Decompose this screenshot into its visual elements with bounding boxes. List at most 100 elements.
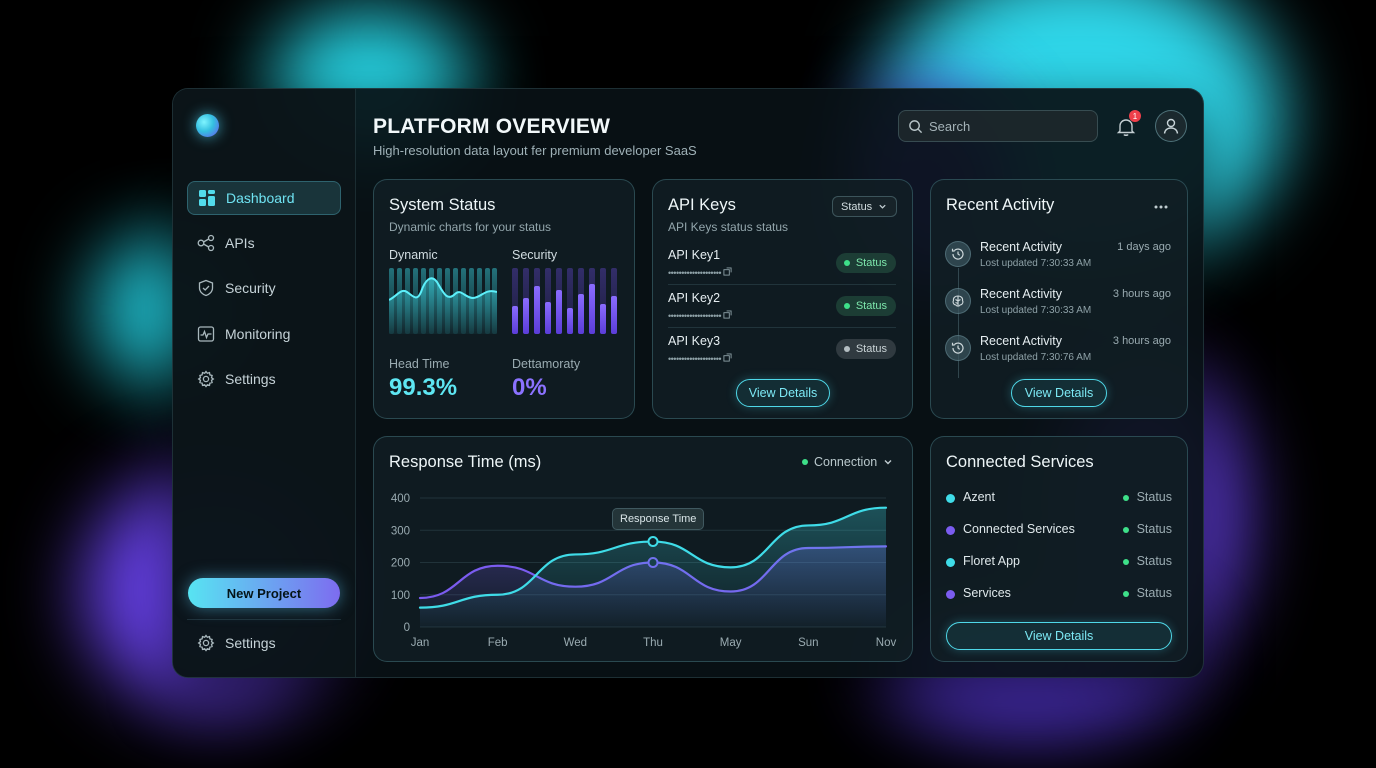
- sidebar-item-label: Security: [225, 280, 276, 296]
- search-icon: [909, 119, 923, 133]
- history-icon: [945, 241, 971, 267]
- service-row[interactable]: Connected Services Status: [946, 522, 1172, 540]
- activity-meta: Lost updated 7:30:33 AM: [980, 305, 1092, 316]
- divider: [668, 327, 896, 328]
- notification-badge: 1: [1129, 110, 1141, 122]
- search-box[interactable]: [898, 110, 1098, 142]
- activity-item[interactable]: Recent Activity 1 days ago Lost updated …: [945, 238, 1171, 278]
- y-tick-label: 200: [391, 558, 410, 570]
- view-details-button[interactable]: View Details: [946, 622, 1172, 650]
- sidebar-item-dashboard[interactable]: Dashboard: [187, 181, 341, 215]
- sidebar-item-monitoring[interactable]: Monitoring: [187, 317, 341, 351]
- api-key-name: API Key2: [668, 291, 721, 305]
- activity-time: 3 hours ago: [1112, 288, 1171, 300]
- service-dot: [946, 558, 955, 567]
- service-name: Azent: [963, 490, 995, 504]
- service-status: Status: [1136, 586, 1172, 600]
- search-input[interactable]: [929, 118, 1079, 134]
- logo[interactable]: [196, 114, 219, 137]
- sidebar-item-bottom-settings[interactable]: Settings: [187, 626, 341, 660]
- page-subtitle: High-resolution data layout fer premium …: [373, 143, 697, 158]
- status-dot: [843, 260, 850, 266]
- copy-link-icon[interactable]: [723, 353, 732, 362]
- api-key-masked: ••••••••••••••••••••: [668, 267, 732, 278]
- api-key-row[interactable]: API Key3 •••••••••••••••••••• Status: [668, 334, 896, 376]
- x-tick-label: Jan: [411, 637, 430, 649]
- view-details-button[interactable]: View Details: [1011, 379, 1107, 407]
- status-dot: [843, 303, 850, 309]
- metric1-label: Head Time: [389, 357, 450, 371]
- activity-title: Recent Activity: [980, 240, 1062, 254]
- connection-filter-dropdown[interactable]: Connection: [802, 455, 893, 469]
- sidebar: Dashboard APIs Security Monitoring Setti…: [173, 89, 356, 677]
- dropdown-label: Status: [841, 200, 873, 213]
- data-point: [647, 536, 659, 548]
- security-chart-label: Security: [512, 248, 558, 262]
- activity-title: Recent Activity: [980, 287, 1062, 301]
- status-dot: [802, 459, 808, 465]
- x-tick-label: Feb: [488, 637, 508, 649]
- service-name: Connected Services: [963, 522, 1075, 536]
- dynamic-chart-label: Dynamic: [389, 248, 438, 262]
- activity-item[interactable]: Recent Activity 3 hours ago Lost updated…: [945, 332, 1171, 372]
- activity-meta: Lost updated 7:30:76 AM: [980, 352, 1092, 363]
- service-dot: [946, 590, 955, 599]
- status-dot: [1123, 591, 1129, 597]
- gear-icon: [197, 370, 215, 388]
- api-key-name: API Key1: [668, 248, 721, 262]
- response-time-card: Response Time (ms) Connection 0 100 200 300…: [373, 436, 913, 662]
- copy-link-icon[interactable]: [723, 310, 732, 319]
- connected-services-card: Connected Services Azent Status Connecte…: [930, 436, 1188, 662]
- sidebar-item-label: Settings: [225, 635, 276, 651]
- status-filter-dropdown[interactable]: Status: [832, 196, 897, 217]
- api-key-row[interactable]: API Key1 •••••••••••••••••••• Status: [668, 248, 896, 290]
- sidebar-item-security[interactable]: Security: [187, 271, 341, 305]
- card-subtitle: API Keys status status: [668, 220, 789, 234]
- y-tick-label: 300: [391, 525, 410, 537]
- dynamic-sparkline-chart: [389, 268, 497, 334]
- status-badge: Status: [835, 253, 896, 273]
- card-title: Recent Activity: [946, 196, 1055, 214]
- x-tick-label: Nov: [876, 637, 897, 649]
- shield-icon: [198, 279, 214, 297]
- card-title: API Keys: [668, 196, 736, 214]
- status-badge: Status: [835, 339, 896, 359]
- bell-icon[interactable]: [1115, 116, 1137, 138]
- chart-tooltip: Response Time: [612, 508, 705, 530]
- api-key-masked: ••••••••••••••••••••: [668, 310, 732, 321]
- service-row[interactable]: Services Status: [946, 586, 1172, 604]
- card-title: Connected Services: [946, 453, 1094, 471]
- copy-link-icon[interactable]: [723, 267, 732, 276]
- new-project-button[interactable]: New Project: [188, 578, 340, 608]
- status-dot: [843, 346, 850, 352]
- activity-item[interactable]: Recent Activity 3 hours ago Lost updated…: [945, 285, 1171, 325]
- sidebar-item-apis[interactable]: APIs: [187, 226, 341, 260]
- brain-icon: [945, 288, 971, 314]
- sidebar-item-label: Dashboard: [226, 190, 295, 206]
- view-details-button[interactable]: View Details: [736, 379, 830, 407]
- api-key-row[interactable]: API Key2 •••••••••••••••••••• Status: [668, 291, 896, 333]
- service-name: Services: [963, 586, 1011, 600]
- status-badge: Status: [835, 296, 896, 316]
- activity-time: 3 hours ago: [1112, 335, 1171, 347]
- service-row[interactable]: Floret App Status: [946, 554, 1172, 572]
- x-tick-label: Thu: [643, 637, 663, 649]
- service-status: Status: [1136, 522, 1172, 536]
- status-dot: [1123, 527, 1129, 533]
- metric2-value: 0%: [512, 374, 547, 401]
- card-title: System Status: [389, 196, 496, 214]
- history-icon: [945, 335, 971, 361]
- x-tick-label: Sun: [798, 637, 818, 649]
- service-status: Status: [1136, 554, 1172, 568]
- more-options-icon[interactable]: [1153, 204, 1169, 210]
- avatar[interactable]: [1155, 110, 1187, 142]
- monitor-pulse-icon: [197, 326, 215, 342]
- service-dot: [946, 494, 955, 503]
- x-tick-label: Wed: [564, 637, 587, 649]
- sidebar-item-label: APIs: [225, 235, 255, 251]
- sidebar-item-settings[interactable]: Settings: [187, 362, 341, 396]
- recent-activity-card: Recent Activity Recent Activity 1 days a…: [930, 179, 1188, 419]
- service-row[interactable]: Azent Status: [946, 490, 1172, 508]
- dashboard-icon: [199, 190, 215, 206]
- app-window: Dashboard APIs Security Monitoring Setti…: [172, 88, 1204, 678]
